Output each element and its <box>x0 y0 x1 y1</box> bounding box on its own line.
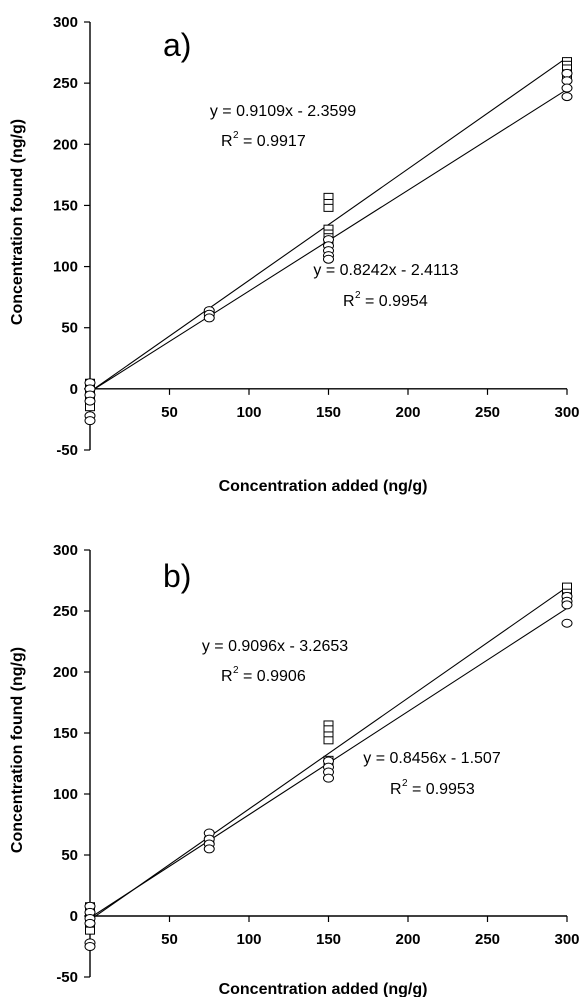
r-squared-value: = 0.9954 <box>365 293 428 310</box>
data-point-circle <box>561 618 573 628</box>
y-tick-label: 200 <box>53 664 78 681</box>
panel-label: b) <box>163 558 191 594</box>
r-squared-value: = 0.9917 <box>243 133 306 150</box>
r-squared-superscript: 2 <box>355 290 361 301</box>
x-tick-label: 150 <box>316 931 341 948</box>
y-tick-label: 50 <box>61 847 78 864</box>
x-tick-label: 50 <box>161 404 178 421</box>
fit-equation: y = 0.9096x - 3.2653 <box>202 638 348 655</box>
x-tick-label: 200 <box>395 931 420 948</box>
fit-r-squared: R 2 = 0.9954 <box>343 290 428 310</box>
data-point-circle <box>84 918 96 928</box>
y-tick-label: 100 <box>53 786 78 803</box>
fit-line <box>89 586 568 921</box>
fit-equation: y = 0.8242x - 2.4113 <box>313 262 458 279</box>
r-squared-symbol: R <box>221 133 233 150</box>
y-tick-label: 300 <box>53 14 78 31</box>
data-point-square <box>85 926 95 935</box>
data-point-circle <box>561 92 573 102</box>
data-point-circle <box>203 313 215 323</box>
y-tick-label: 50 <box>61 320 78 337</box>
x-tick-label: 100 <box>236 404 261 421</box>
fit-equation: y = 0.9109x - 2.3599 <box>210 103 356 120</box>
data-point-circle <box>561 76 573 86</box>
data-point-circle <box>561 600 573 610</box>
fit-equation: y = 0.8456x - 1.507 <box>363 750 501 767</box>
y-tick-label: 200 <box>53 136 78 153</box>
data-point-square <box>323 736 334 745</box>
r-squared-symbol: R <box>221 668 233 685</box>
data-point-circle <box>84 942 96 951</box>
x-tick-label: 300 <box>554 931 579 948</box>
x-tick-label: 150 <box>316 404 341 421</box>
x-tick-label: 200 <box>395 404 420 421</box>
chart-panel-a: -50 0 50 100 150 200 250 300 50 100 150 200 250 300 Co… <box>9 14 580 495</box>
x-tick-label: 300 <box>554 404 579 421</box>
panel-label: a) <box>163 27 191 63</box>
data-point-circle <box>84 396 96 406</box>
y-tick-label: 250 <box>53 603 78 620</box>
y-tick-label: 150 <box>53 725 78 742</box>
y-tick-label: 0 <box>70 908 78 925</box>
data-point-circle <box>561 68 573 78</box>
x-tick-label: 250 <box>475 404 500 421</box>
y-tick-label: 0 <box>70 381 78 398</box>
y-tick-label: -50 <box>56 442 78 459</box>
fit-r-squared: R 2 = 0.9906 <box>221 665 306 685</box>
y-tick-label: -50 <box>56 969 78 986</box>
fit-r-squared: R 2 = 0.9917 <box>221 130 306 150</box>
y-tick-label: 100 <box>53 259 78 276</box>
r-squared-value: = 0.9953 <box>412 781 475 798</box>
y-tick-label: 250 <box>53 75 78 92</box>
r-squared-symbol: R <box>343 293 355 310</box>
y-tick-label: 150 <box>53 197 78 214</box>
y-axis-title: Concentration found (ng/g) <box>9 119 26 325</box>
data-point-circle <box>323 254 334 264</box>
data-point-circle <box>561 83 573 93</box>
r-squared-superscript: 2 <box>402 778 408 789</box>
r-squared-symbol: R <box>390 781 402 798</box>
y-tick-label: 300 <box>53 542 78 559</box>
fit-line <box>89 57 568 393</box>
fit-r-squared: R 2 = 0.9953 <box>390 778 475 798</box>
x-tick-label: 50 <box>161 931 178 948</box>
r-squared-value: = 0.9906 <box>243 668 306 685</box>
x-axis-title: Concentration added (ng/g) <box>219 478 428 495</box>
data-point-circle <box>323 773 334 783</box>
x-tick-label: 100 <box>236 931 261 948</box>
x-tick-label: 250 <box>475 931 500 948</box>
r-squared-superscript: 2 <box>233 130 239 141</box>
y-axis-title: Concentration found (ng/g) <box>9 647 26 853</box>
data-point-square <box>323 203 334 212</box>
r-squared-superscript: 2 <box>233 665 239 676</box>
data-point-circle <box>84 416 96 426</box>
chart-panel-b: -50 0 50 100 150 200 250 300 50 100 150 200 250 300 Co… <box>9 542 580 998</box>
x-axis-title: Concentration added (ng/g) <box>219 981 428 997</box>
data-point-circle <box>203 844 215 854</box>
